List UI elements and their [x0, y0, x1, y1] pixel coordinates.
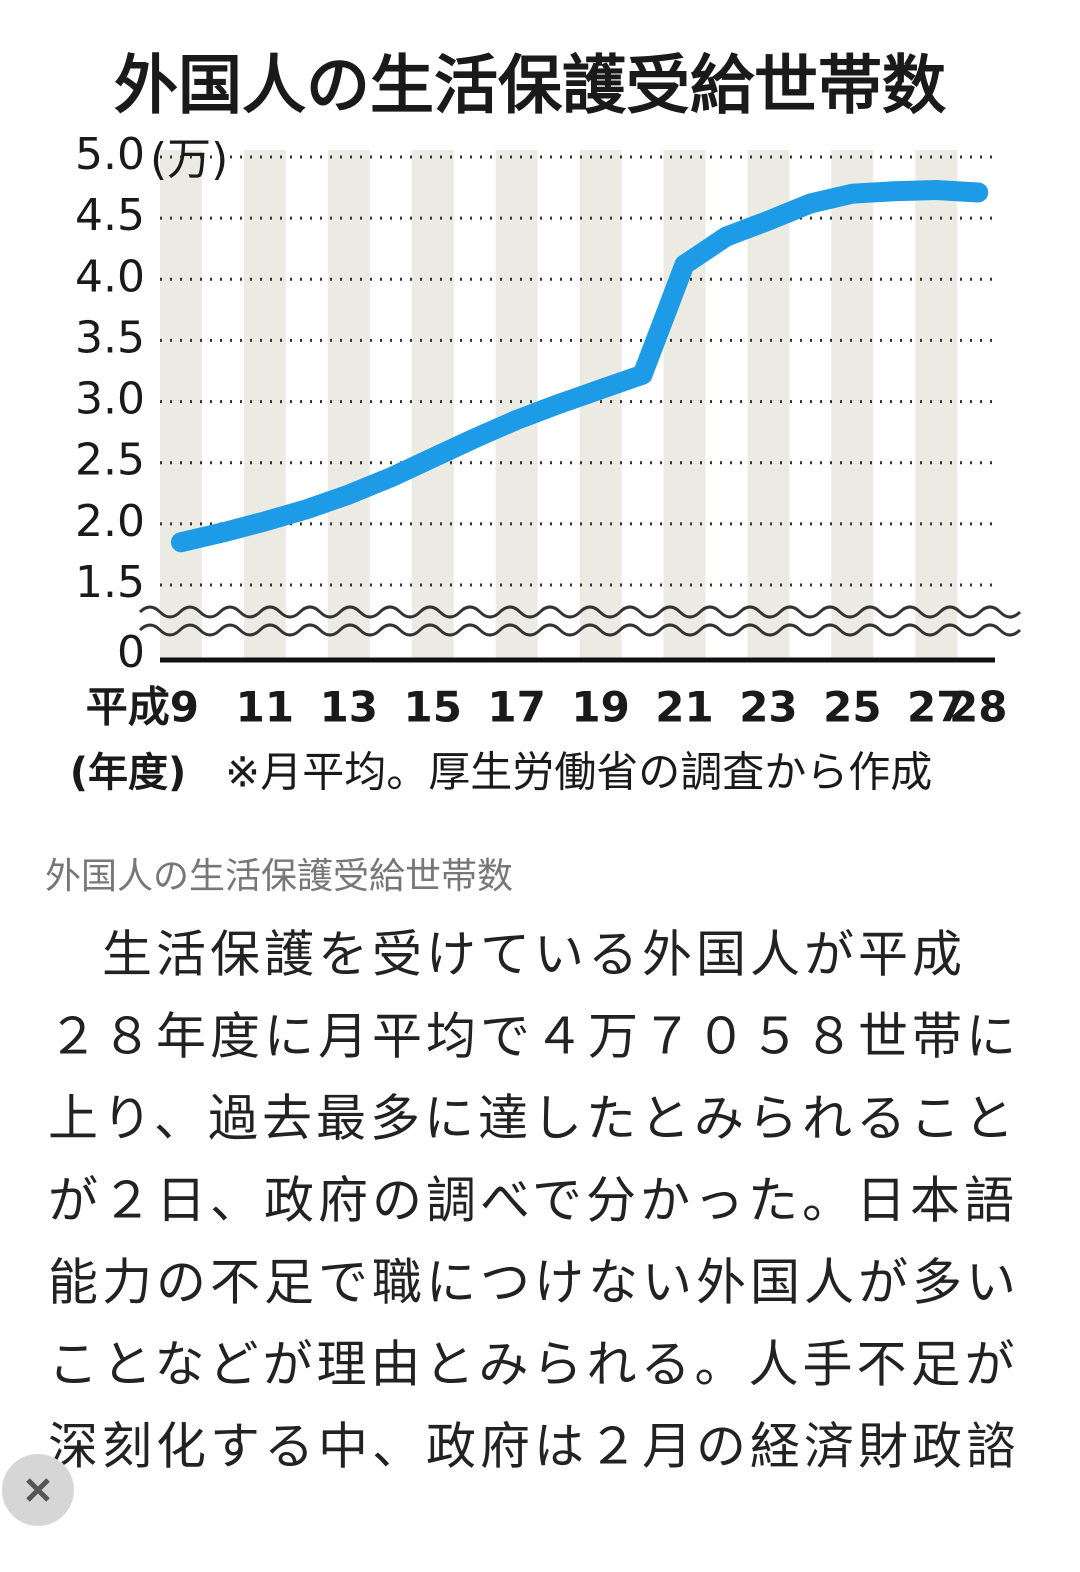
x-axis-label: (年度): [70, 750, 187, 796]
y-tick-label: 4.5: [75, 190, 145, 241]
y-tick-label: 1.5: [75, 557, 145, 608]
y-tick-label: 2.5: [75, 435, 145, 486]
stripe: [663, 150, 706, 660]
article-line: 能力の不足で職につけない外国人が多い: [48, 1254, 1020, 1312]
x-tick-label: 13: [320, 683, 378, 732]
x-tick-label: 平成9: [86, 683, 199, 732]
data-line: [170, 180, 989, 553]
article-line: 深刻化する中、政府は２月の経済財政諮: [48, 1418, 1020, 1476]
y-tick-label: 3.5: [75, 312, 145, 363]
caption: 外国人の生活保護受給世帯数: [45, 856, 513, 897]
background-stripes: [160, 150, 958, 660]
stripe: [579, 150, 622, 660]
close-icon[interactable]: [26, 1478, 50, 1502]
article-line: ２８年度に月平均で４万７０５８世帯に: [48, 1008, 1020, 1066]
unit-label: (万): [150, 134, 228, 185]
x-tick-label: 15: [404, 683, 462, 732]
x-tick-label: 25: [823, 683, 881, 732]
article: 生活保護を受けている外国人が平成 ２８年度に月平均で４万７０５８世帯に上り、過去最…: [48, 926, 1020, 1476]
y-tick-label: 4.0: [75, 251, 145, 302]
y-tick-label: 0: [117, 627, 145, 678]
x-tick-label: 11: [236, 683, 294, 732]
stripe: [160, 150, 202, 660]
y-tick-label: 3.0: [75, 374, 145, 425]
chart-title: 外国人の生活保護受給世帯数: [114, 50, 946, 124]
close-button[interactable]: [2, 1454, 74, 1526]
article-line: 生活保護を受けている外国人が平成: [48, 926, 966, 984]
x-tick-label: 17: [487, 683, 545, 732]
article-line: ことなどが理由とみられる。人手不足が: [48, 1336, 1019, 1394]
stripe: [243, 150, 286, 660]
x-tick-label: 21: [655, 683, 713, 732]
axis-break: [138, 605, 1022, 619]
source-note: ※月平均。厚生労働省の調査から作成: [225, 748, 932, 797]
stripe: [411, 150, 454, 660]
article-line: 上り、過去最多に達したとみられること: [48, 1090, 1018, 1148]
axis-break: [138, 623, 1022, 637]
stripe: [327, 150, 370, 660]
x-tick-label: 27: [907, 683, 965, 732]
article-line: が２日、政府の調べで分かった。日本語: [48, 1172, 1018, 1230]
y-tick-label: 5.0: [75, 129, 145, 180]
stripe: [915, 150, 958, 660]
x-tick-label: 19: [571, 683, 629, 732]
x-tick-label: 23: [739, 683, 797, 732]
stripe: [831, 150, 874, 660]
x-tick-label: 28: [949, 683, 1007, 732]
y-tick-label: 2.0: [75, 496, 145, 547]
